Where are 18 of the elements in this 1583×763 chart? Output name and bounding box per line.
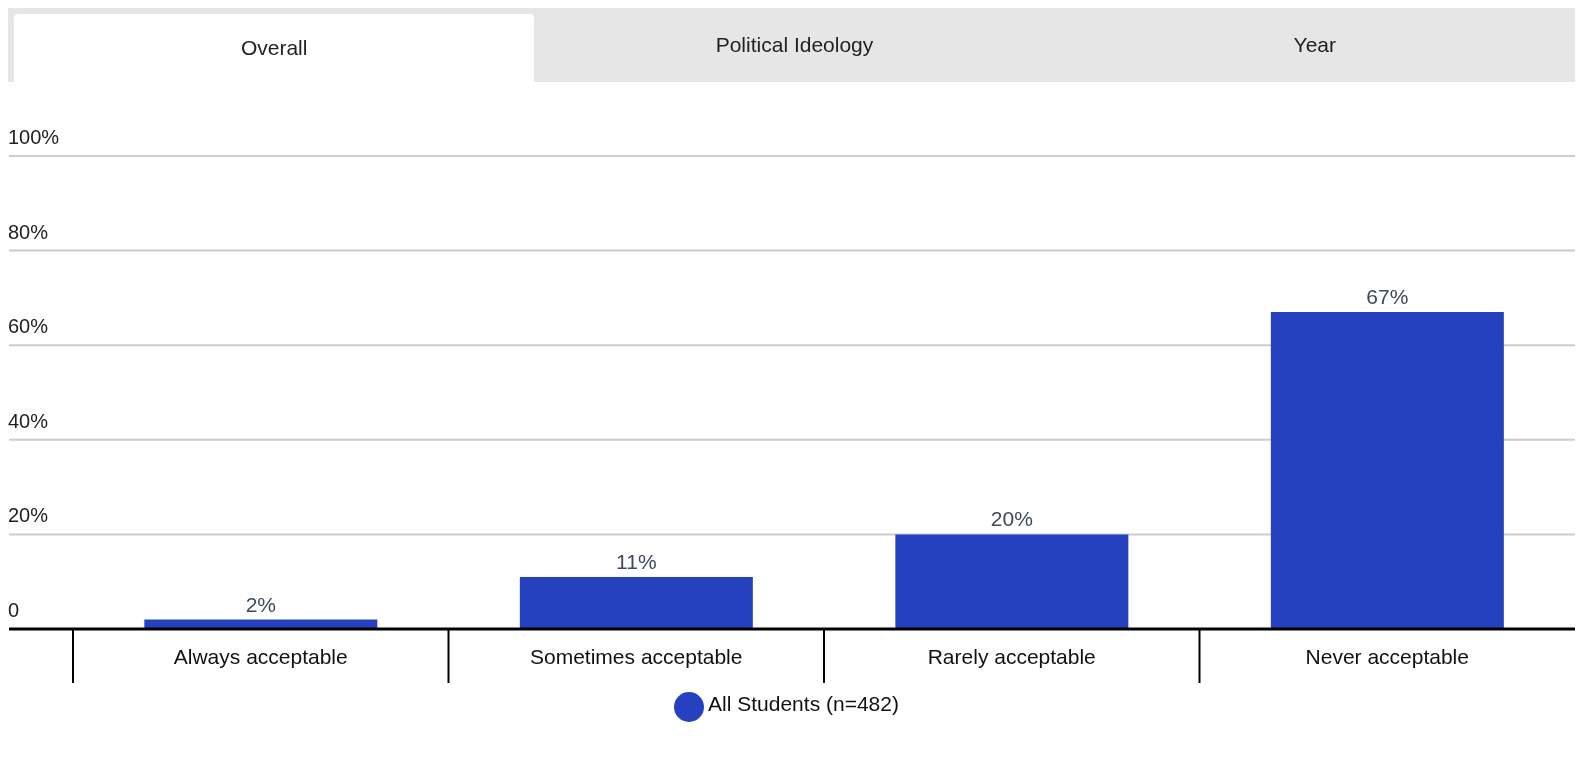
y-tick-label: 60%	[8, 315, 49, 338]
x-tick-label: Never acceptable	[1305, 645, 1469, 668]
y-tick-label: 80%	[8, 220, 49, 243]
data-label: 2%	[245, 592, 277, 616]
text: Political Ideology	[714, 32, 875, 58]
data-label: 11%	[616, 549, 657, 573]
data-label: 20%	[990, 507, 1033, 531]
y-tick-label: 0	[8, 599, 20, 621]
text: Year	[1292, 32, 1338, 58]
legend-label: All Students (n=482)	[708, 692, 899, 716]
y-tick-label: 20%	[8, 504, 49, 527]
y-tick-label: 40%	[8, 409, 49, 432]
y-tick-label: 100%	[8, 126, 60, 148]
x-tick-label: Always acceptable	[173, 645, 348, 668]
x-tick-label: Sometimes acceptable	[530, 645, 743, 668]
x-tick-label: Rarely acceptable	[927, 645, 1096, 668]
text: Overall	[14, 14, 535, 82]
data-label: 67%	[1366, 285, 1409, 309]
